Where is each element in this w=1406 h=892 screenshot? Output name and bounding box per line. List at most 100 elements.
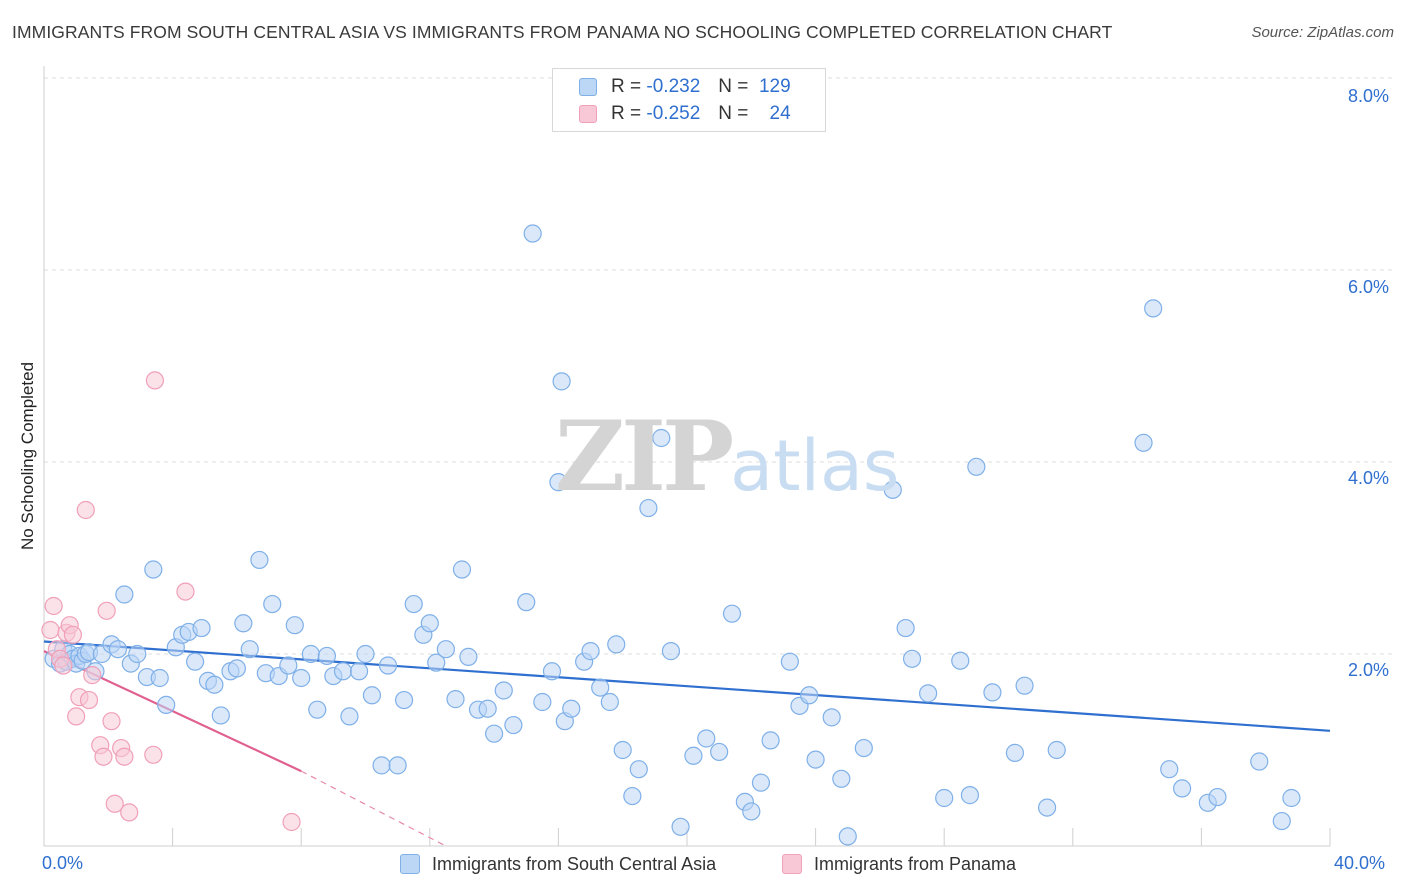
point-south-central-asia: [1160, 760, 1179, 779]
point-south-central-asia: [115, 585, 134, 604]
point-south-central-asia: [600, 692, 619, 712]
point-south-central-asia: [591, 678, 610, 697]
point-south-central-asia: [436, 640, 455, 659]
x-tick-label-max: 40.0%: [1334, 853, 1386, 873]
point-south-central-asia: [150, 668, 169, 688]
point-south-central-asia: [144, 560, 163, 579]
point-south-central-asia: [485, 724, 504, 743]
point-south-central-asia: [1134, 433, 1153, 452]
point-panama: [145, 371, 165, 390]
point-south-central-asia: [607, 635, 626, 654]
point-south-central-asia: [404, 594, 423, 614]
point-south-central-asia: [684, 746, 703, 765]
point-south-central-asia: [883, 480, 902, 499]
series-swatch-blue: [400, 854, 420, 874]
legend-r-value: -0.232: [646, 76, 701, 97]
point-south-central-asia: [362, 686, 382, 705]
point-south-central-asia: [751, 773, 771, 792]
point-south-central-asia: [902, 649, 922, 668]
legend-n-label: N =: [718, 76, 749, 97]
point-south-central-asia: [420, 614, 439, 633]
point-south-central-asia: [623, 786, 642, 806]
point-south-central-asia: [240, 640, 259, 659]
point-south-central-asia: [186, 652, 205, 671]
trend-line-panama-extension: [300, 770, 447, 847]
point-south-central-asia: [780, 652, 799, 671]
legend-r-label: R =: [611, 76, 642, 97]
point-south-central-asia: [960, 786, 980, 805]
point-panama: [120, 803, 139, 822]
point-south-central-asia: [1272, 811, 1291, 831]
legend-row-south-central-asia: R = -0.232 N = 129: [579, 74, 791, 100]
series-legend-south-central-asia[interactable]: Immigrants from South Central Asia: [400, 850, 716, 878]
point-panama: [44, 596, 63, 616]
point-south-central-asia: [333, 662, 353, 681]
axes: [43, 66, 1331, 847]
legend-swatch-pink: [579, 105, 597, 123]
chart-source: Source: ZipAtlas.com: [1251, 24, 1394, 41]
point-panama: [76, 500, 95, 520]
point-south-central-asia: [340, 707, 359, 726]
point-south-central-asia: [983, 683, 1002, 702]
series-swatch-pink: [782, 854, 802, 874]
point-south-central-asia: [542, 662, 562, 681]
point-south-central-asia: [523, 224, 542, 243]
point-south-central-asia: [192, 618, 211, 638]
legend-n-label: N =: [718, 103, 749, 124]
point-south-central-asia: [671, 817, 690, 836]
point-south-central-asia: [549, 473, 568, 492]
point-south-central-asia: [1015, 676, 1034, 695]
point-south-central-asia: [372, 756, 391, 775]
point-south-central-asia: [581, 642, 600, 661]
point-panama: [144, 745, 163, 764]
legend-r-value: -0.252: [646, 103, 701, 124]
point-south-central-asia: [356, 644, 375, 664]
point-south-central-asia: [806, 750, 825, 769]
point-panama: [102, 712, 121, 731]
point-south-central-asia: [854, 738, 873, 758]
point-south-central-asia: [317, 646, 337, 666]
legend-row-panama: R = -0.252 N = 24: [579, 101, 791, 127]
point-south-central-asia: [234, 614, 253, 633]
point-south-central-asia: [394, 690, 414, 710]
point-south-central-asia: [761, 731, 780, 750]
point-south-central-asia: [613, 740, 632, 760]
point-south-central-asia: [378, 656, 398, 675]
point-panama: [176, 582, 195, 601]
legend-swatch-blue: [579, 78, 597, 96]
point-south-central-asia: [697, 729, 716, 748]
point-south-central-asia: [935, 788, 954, 808]
point-south-central-asia: [967, 457, 986, 476]
point-panama: [79, 690, 99, 710]
point-south-central-asia: [301, 644, 320, 664]
point-south-central-asia: [446, 690, 465, 709]
point-south-central-asia: [478, 699, 497, 718]
point-south-central-asia: [1173, 779, 1192, 798]
point-south-central-asia: [459, 647, 478, 666]
point-south-central-asia: [452, 560, 472, 579]
point-south-central-asia: [1144, 299, 1163, 318]
legend-n-value: 129: [758, 76, 791, 97]
y-axis-title: No Schooling Completed: [18, 361, 37, 551]
point-south-central-asia: [639, 498, 658, 518]
point-south-central-asia: [227, 659, 246, 678]
point-south-central-asia: [250, 550, 269, 570]
point-south-central-asia: [263, 594, 282, 614]
point-south-central-asia: [517, 593, 536, 612]
point-south-central-asia: [832, 769, 851, 788]
point-south-central-asia: [211, 706, 230, 725]
y-tick-label: 2.0%: [1348, 660, 1390, 680]
y-tick-label: 6.0%: [1348, 277, 1390, 297]
point-panama: [54, 656, 73, 675]
trend-line-south-central-asia: [43, 640, 1331, 732]
point-south-central-asia: [1047, 740, 1066, 760]
legend-n-value: 24: [769, 103, 791, 124]
point-south-central-asia: [838, 827, 857, 846]
point-panama: [94, 747, 113, 766]
point-south-central-asia: [652, 428, 671, 448]
point-south-central-asia: [157, 695, 176, 714]
point-south-central-asia: [128, 644, 147, 664]
point-south-central-asia: [504, 715, 523, 735]
series-legend-panama[interactable]: Immigrants from Panama: [782, 850, 1016, 878]
